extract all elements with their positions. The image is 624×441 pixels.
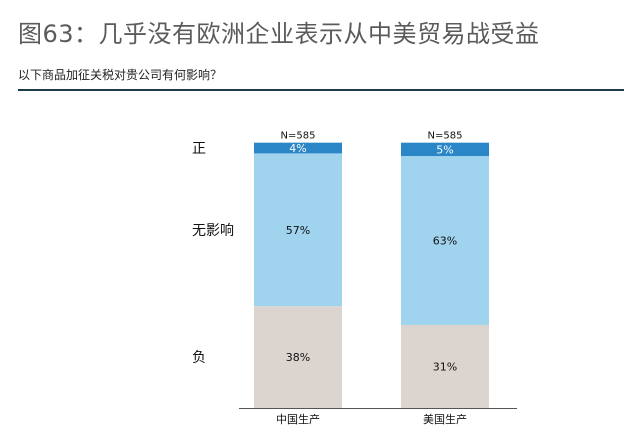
series-label: 无影响 [192,223,234,239]
title-divider [18,89,624,91]
data-label: 31% [433,360,457,373]
data-label: 5% [436,143,453,156]
x-tick-label: 中国生产 [276,412,320,426]
sample-size-label: N=585 [428,131,463,142]
data-label: 4% [289,142,306,155]
bar-segment [254,153,342,307]
data-label: 63% [433,235,457,248]
bar-segment [401,324,489,408]
x-tick-label: 美国生产 [423,412,467,426]
series-label: 正 [192,141,206,157]
bar-segment [401,142,489,157]
data-label: 57% [286,224,310,237]
series-label: 负 [192,350,206,366]
chart-subtitle: 以下商品加征关税对贵公司有何影响？ [18,68,223,82]
bar-segment [401,156,489,325]
chart-title: 图63：几乎没有欧洲企业表示从中美贸易战受益 [18,20,540,48]
bar-segment [254,306,342,408]
sample-size-label: N=585 [281,131,316,142]
bar-segment [254,142,342,154]
data-label: 38% [286,351,310,364]
